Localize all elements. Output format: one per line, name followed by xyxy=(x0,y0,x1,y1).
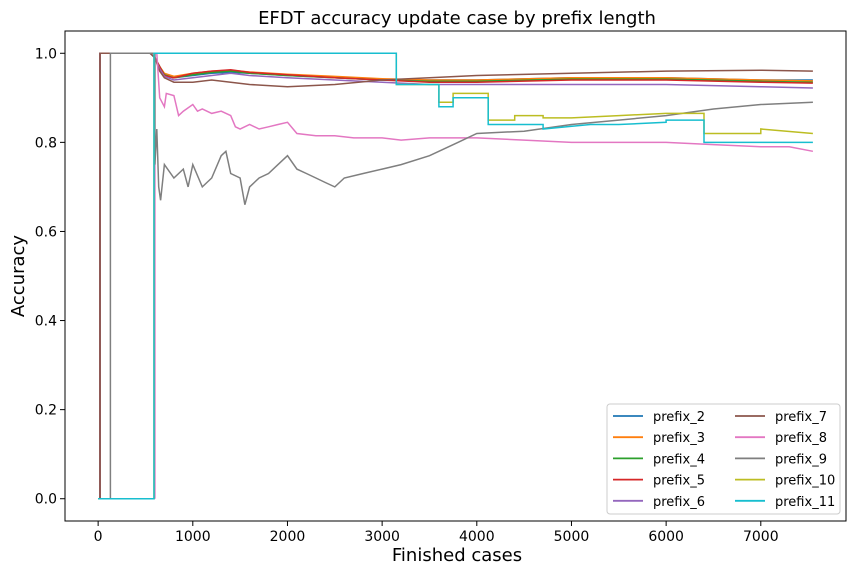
legend: prefix_2 prefix_3 prefix_4 prefix_5 prefix_6… xyxy=(606,403,841,515)
y-tick-label: 1.0 xyxy=(35,46,57,62)
series-line-prefix-11 xyxy=(98,52,813,500)
axis-ticks: 0 1000 2000 3000 4000 5000 6000 7000 0.0 0.2 0.4 0.… xyxy=(35,46,779,545)
series-line-prefix-8 xyxy=(154,52,814,499)
legend-label: prefix_2 xyxy=(653,410,705,425)
legend-label: prefix_11 xyxy=(775,495,835,510)
legend-label: prefix_3 xyxy=(653,431,705,446)
x-tick-label: 0 xyxy=(94,529,103,545)
legend-item-prefix-5: prefix_5 xyxy=(613,474,705,489)
x-tick-label: 1000 xyxy=(175,529,211,545)
y-tick-label: 0.2 xyxy=(35,403,57,419)
x-tick-label: 3000 xyxy=(364,529,400,545)
series-line-prefix-9 xyxy=(98,52,813,500)
legend-label: prefix_5 xyxy=(653,474,705,489)
legend-item-prefix-9: prefix_9 xyxy=(735,452,827,467)
x-tick-label: 5000 xyxy=(554,529,590,545)
y-axis-label: Accuracy xyxy=(8,235,29,318)
legend-label: prefix_7 xyxy=(775,410,827,425)
x-tick-label: 7000 xyxy=(743,529,779,545)
series-line-prefix-7 xyxy=(98,52,813,500)
legend-item-prefix-11: prefix_11 xyxy=(735,495,835,510)
legend-item-prefix-3: prefix_3 xyxy=(613,431,705,446)
series-lines xyxy=(98,52,814,500)
plot-area xyxy=(64,30,847,522)
x-tick-label: 2000 xyxy=(270,529,306,545)
chart-title: EFDT accuracy update case by prefix leng… xyxy=(258,8,656,29)
legend-label: prefix_10 xyxy=(775,474,835,489)
y-tick-label: 0.0 xyxy=(35,492,57,508)
x-tick-label: 6000 xyxy=(648,529,684,545)
y-tick-label: 0.4 xyxy=(35,314,57,330)
x-axis-label: Finished cases xyxy=(392,545,522,566)
legend-item-prefix-8: prefix_8 xyxy=(735,431,827,446)
legend-frame xyxy=(606,403,841,515)
y-tick-label: 0.6 xyxy=(35,224,57,240)
legend-item-prefix-4: prefix_4 xyxy=(613,452,705,467)
legend-label: prefix_8 xyxy=(775,431,827,446)
legend-label: prefix_6 xyxy=(653,495,705,510)
y-tick-label: 0.8 xyxy=(35,135,57,151)
legend-item-prefix-10: prefix_10 xyxy=(735,474,835,489)
legend-item-prefix-6: prefix_6 xyxy=(613,495,705,510)
legend-label: prefix_4 xyxy=(653,452,705,467)
legend-item-prefix-2: prefix_2 xyxy=(613,410,705,425)
legend-label: prefix_9 xyxy=(775,452,827,467)
x-tick-label: 4000 xyxy=(459,529,495,545)
legend-item-prefix-7: prefix_7 xyxy=(735,410,827,425)
